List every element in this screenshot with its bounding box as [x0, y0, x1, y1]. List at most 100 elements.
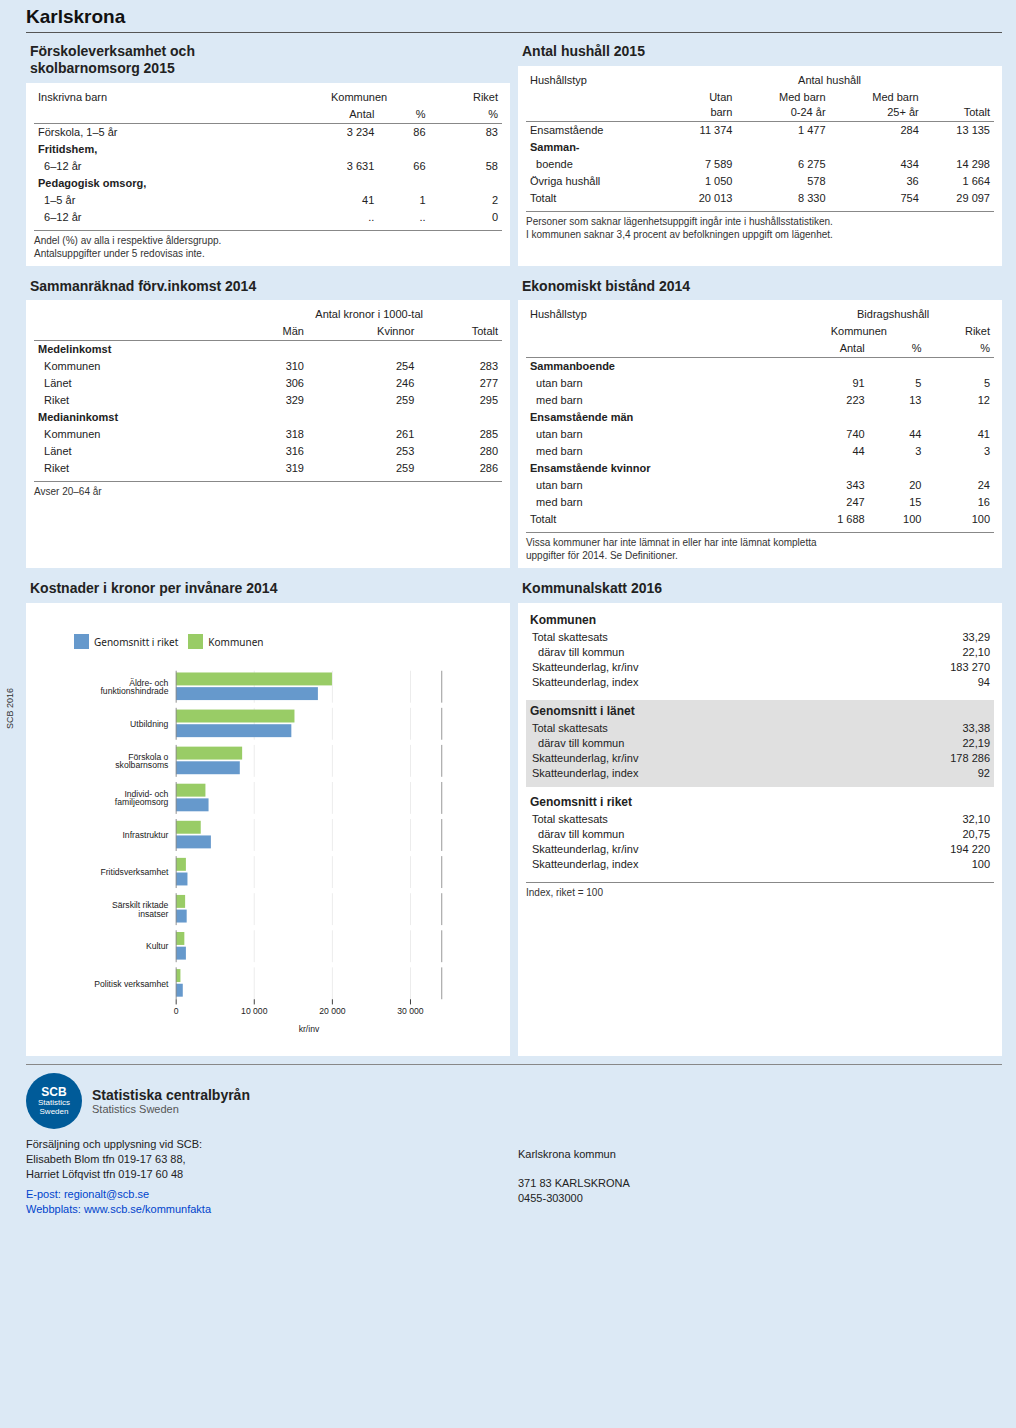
- html-text:Riket: Riket: [38, 394, 70, 407]
- html-text:Länet: Länet: [38, 377, 72, 390]
- html-text:Genomsnitt i länet: Genomsnitt i länet: [530, 704, 635, 719]
- html-text:Ekonomiskt bistånd 2014: Ekonomiskt bistånd 2014: [522, 277, 691, 294]
- html-text:1 050: 1 050: [704, 174, 733, 187]
- svg-text:Infrastruktur: Infrastruktur: [122, 830, 168, 840]
- html-text:Kommunalskatt 2016: Kommunalskatt 2016: [522, 580, 663, 597]
- html-text:Genomsnitt i riket: Genomsnitt i riket: [530, 795, 632, 810]
- html-text:Antal hushåll: Antal hushåll: [798, 73, 862, 86]
- html-text:318: 318: [285, 428, 304, 441]
- html-text:6 275: 6 275: [798, 157, 826, 170]
- html-text:66: 66: [413, 159, 426, 172]
- html-text:259: 259: [396, 394, 415, 407]
- html-text:Män: Män: [282, 325, 304, 338]
- html-text:283: 283: [479, 360, 498, 373]
- html-text:246: 246: [396, 377, 415, 390]
- html-text:Kommunen: Kommunen: [530, 613, 596, 628]
- svg-text:0: 0: [174, 1006, 179, 1016]
- html-text:Kommunen: Kommunen: [331, 90, 388, 103]
- html-text:Med barn 25+ år: Med barn 25+ år: [872, 90, 919, 118]
- html-text:Utan barn: Utan barn: [709, 90, 733, 118]
- svg-text:Förskola oskolbarnsoms: Förskola oskolbarnsoms: [115, 752, 168, 771]
- html-text:Antal: Antal: [349, 107, 375, 120]
- html-text:20 013: 20 013: [698, 191, 733, 204]
- svg-text:Särskilt riktadeinsatser: Särskilt riktadeinsatser: [112, 900, 169, 919]
- html-text:11 374: 11 374: [699, 123, 733, 136]
- html-text:Förskola, 1–5 år: Förskola, 1–5 år: [38, 125, 118, 138]
- html-text:295: 295: [479, 394, 498, 407]
- html-text:Personer som saknar lägenhetsu: Personer som saknar lägenhetsuppgift ing…: [526, 215, 833, 240]
- html-text:Vissa kommuner har inte lämnat: Vissa kommuner har inte lämnat in eller …: [526, 537, 817, 562]
- html-text:1 477: 1 477: [798, 123, 826, 136]
- html-text:Kostnader i kronor per invånar: Kostnader i kronor per invånare 2014: [30, 580, 278, 597]
- html-text:Ensamstående: Ensamstående: [530, 123, 604, 136]
- html-text:14 298: 14 298: [956, 157, 990, 170]
- html-text:Kommunen: Kommunen: [38, 428, 101, 441]
- html-text:277: 277: [479, 377, 498, 390]
- html-text:3 631: 3 631: [346, 159, 375, 172]
- html-text:Karlskrona: Karlskrona: [26, 6, 126, 27]
- svg-text:10 000: 10 000: [241, 1006, 268, 1016]
- html-text:329: 329: [285, 394, 304, 407]
- html-text:Förskoleverksamhet och skolbar: Förskoleverksamhet och skolbarnomsorg 20…: [30, 43, 195, 76]
- svg-text:20 000: 20 000: [319, 1006, 346, 1016]
- svg-text:30 000: 30 000: [397, 1006, 424, 1016]
- html-text:316: 316: [285, 445, 304, 458]
- html-text:1 664: 1 664: [962, 174, 990, 187]
- html-text:Hushållstyp: Hushållstyp: [530, 73, 587, 86]
- html-text:Övriga hushåll: Övriga hushåll: [530, 174, 601, 187]
- html-text:310: 310: [285, 360, 304, 373]
- html-text:Statistiska centralbyrån: Statistiska centralbyrån: [92, 1086, 250, 1103]
- html-text:284: 284: [900, 123, 919, 136]
- html-text:6–12 år: 6–12 år: [38, 159, 82, 172]
- html-text:36: 36: [906, 174, 919, 187]
- html-text:83: 83: [485, 125, 498, 138]
- html-text:Sammanräknad förv.inkomst 2014: Sammanräknad förv.inkomst 2014: [30, 277, 257, 294]
- html-text:41: 41: [362, 193, 375, 206]
- svg-text:kr/inv: kr/inv: [299, 1024, 320, 1034]
- html-text:253: 253: [396, 445, 415, 458]
- html-text:Totalt: Totalt: [963, 105, 990, 118]
- html-text:SCB: SCB: [41, 1084, 67, 1099]
- html-text:boende: boende: [530, 157, 573, 170]
- html-text:29 097: 29 097: [956, 191, 990, 204]
- html-text:285: 285: [479, 428, 498, 441]
- html-text:Samman-: Samman-: [530, 140, 580, 153]
- html-text:754: 754: [900, 191, 919, 204]
- html-text:Totalt: Totalt: [471, 325, 498, 338]
- svg-text:Kultur: Kultur: [146, 942, 169, 952]
- html-text:58: 58: [485, 159, 498, 172]
- html-text:261: 261: [396, 428, 415, 441]
- svg-text:Utbildning: Utbildning: [130, 719, 169, 729]
- html-text:254: 254: [396, 360, 415, 373]
- html-text:Medianinkomst: Medianinkomst: [38, 411, 119, 424]
- html-text:306: 306: [285, 377, 304, 390]
- html-text:86: 86: [413, 125, 426, 138]
- html-text:Antal hushåll 2015: Antal hushåll 2015: [522, 43, 645, 59]
- svg-text:Politisk verksamhet: Politisk verksamhet: [94, 979, 169, 989]
- html-text:Medelinkomst: Medelinkomst: [38, 343, 112, 356]
- html-text:Länet: Länet: [38, 445, 72, 458]
- svg-text:Äldre- ochfunktionshindrade: Äldre- ochfunktionshindrade: [100, 678, 168, 697]
- html-text:Fritidshem,: Fritidshem,: [38, 142, 98, 155]
- html-text:1–5 år: 1–5 år: [38, 193, 76, 206]
- html-text:Genomsnitt i riket: Genomsnitt i riket: [94, 634, 179, 649]
- html-text:8 330: 8 330: [798, 191, 826, 204]
- html-text:7 589: 7 589: [704, 157, 733, 170]
- html-text:Kommunen: Kommunen: [38, 360, 101, 373]
- html-text:578: 578: [807, 174, 826, 187]
- html-text:Totalt: Totalt: [530, 191, 557, 204]
- html-text:13 135: 13 135: [956, 123, 990, 136]
- html-text:434: 434: [900, 157, 919, 170]
- html-text:Riket: Riket: [472, 90, 498, 103]
- html-text:Antal kronor i 1000-tal: Antal kronor i 1000-tal: [315, 308, 423, 321]
- html-text:Andel (%) av alla i respektive: Andel (%) av alla i respektive åldersgru…: [34, 234, 222, 259]
- html-text:6–12 år: 6–12 år: [38, 210, 82, 223]
- html-text:3 234: 3 234: [346, 125, 375, 138]
- svg-text:Individ- ochfamiljeomsorg: Individ- ochfamiljeomsorg: [115, 789, 169, 808]
- svg-text:Fritidsverksamhet: Fritidsverksamhet: [100, 867, 169, 877]
- html-text:Kvinnor: Kvinnor: [377, 325, 415, 338]
- html-text:Med barn 0-24 år: Med barn 0-24 år: [779, 90, 826, 118]
- html-text:Inskrivna barn: Inskrivna barn: [38, 90, 108, 103]
- html-text:Kommunen: Kommunen: [208, 634, 264, 649]
- html-text:Pedagogisk omsorg,: Pedagogisk omsorg,: [38, 176, 147, 189]
